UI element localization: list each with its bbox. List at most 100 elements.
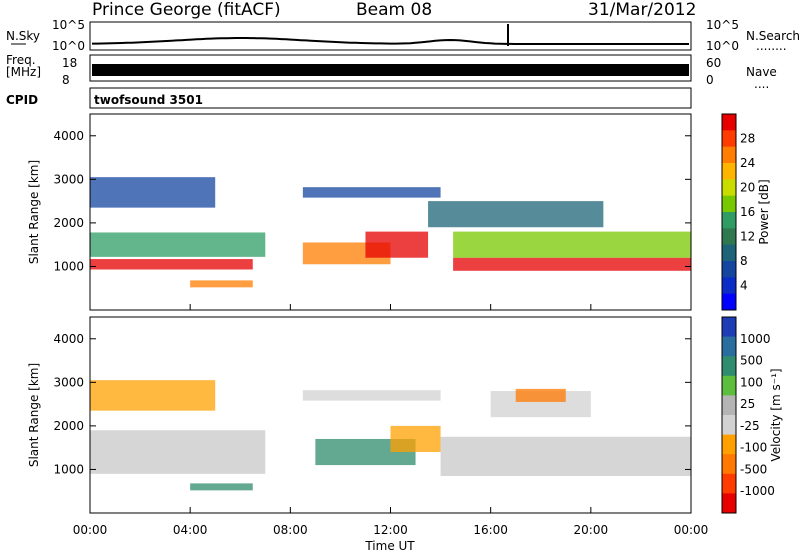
velocity-y-axis-label: Slant Range [km] [27, 363, 41, 467]
cpid-text: twofsound 3501 [94, 93, 203, 107]
velocity-panel-frame [89, 316, 692, 514]
noise-trace [92, 24, 689, 46]
freq-tick-top: 18 [62, 56, 77, 70]
power-axes: 1000 2000 3000 4000 [53, 129, 691, 273]
velocity-colorbar-tick-1: 500 [740, 354, 763, 368]
velocity-colorbar-swatch-1 [722, 336, 736, 357]
noise-tick-bottom-right: 10^0 [706, 39, 739, 53]
time-tick-label-3: 12:00 [373, 523, 408, 537]
velocity-band-1 [90, 380, 216, 411]
velocity-colorbar-tick-3: 25 [740, 397, 755, 411]
velocity-colorbar-swatch-6 [722, 434, 736, 455]
power-colorbar-tick-5: 8 [740, 254, 748, 268]
velocity-colorbar-swatch-9 [722, 493, 736, 514]
power-colorbar-tick-1: 24 [740, 156, 755, 170]
time-axis-label: Time UT [364, 539, 415, 553]
date-title: 31/Mar/2012 [588, 0, 696, 20]
velocity-colorbar-swatch-3 [722, 375, 736, 396]
velocity-colorbar-swatch-0 [722, 317, 736, 338]
power-y-axis-label: Slant Range [km] [27, 160, 41, 264]
nave-label: Nave [746, 65, 777, 79]
beam-title: Beam 08 [356, 0, 432, 20]
power-colorbar-tick-0: 28 [740, 132, 755, 146]
velocity-colorbar-tick-6: -500 [740, 462, 767, 476]
freq-panel-frame [89, 54, 692, 82]
velocity-colorbar-swatch-7 [722, 454, 736, 475]
time-tick-label-4: 16:00 [473, 523, 508, 537]
power-ytick-label-1: 2000 [53, 216, 84, 230]
velocity-band-0 [90, 430, 266, 474]
velocity-ytick-label-2: 3000 [53, 375, 84, 389]
velocity-colorbar-tick-4: -25 [740, 419, 760, 433]
nave-tick-bottom: 0 [706, 73, 714, 87]
power-colorbar-swatch-8 [722, 244, 736, 262]
time-tick-label-0: 00:00 [73, 523, 108, 537]
time-tick-label-5: 20:00 [574, 523, 609, 537]
noise-tick-top-left: 10^5 [52, 18, 85, 32]
velocity-colorbar-tick-7: -1000 [740, 484, 775, 498]
power-band-9 [453, 231, 691, 258]
velocity-colorbar-swatch-2 [722, 356, 736, 377]
velocity-colorbar-swatch-5 [722, 415, 736, 436]
power-band-7 [428, 201, 604, 228]
power-colorbar-swatch-3 [722, 163, 736, 180]
power-colorbar-swatch-10 [722, 277, 736, 295]
time-axis-ticks: 00:00 04:00 08:00 12:00 16:00 20:00 00:00 [73, 304, 709, 537]
velocity-colorbar-frame [721, 316, 737, 514]
power-colorbar-swatch-9 [722, 261, 736, 278]
velocity-colorbar-swatch-4 [722, 395, 736, 416]
velocity-ytick-label-3: 4000 [53, 332, 84, 346]
power-colorbar: 28 24 20 16 12 8 4 [721, 113, 755, 311]
nsky-label: N.Sky [6, 29, 40, 43]
freq-unit-label: [MHz] [6, 65, 41, 79]
velocity-band-8 [515, 388, 566, 402]
power-colorbar-tick-6: 4 [740, 279, 748, 293]
freq-nave-trace [92, 64, 689, 76]
power-ytick-label-3: 4000 [53, 129, 84, 143]
power-ytick-label-2: 3000 [53, 172, 84, 186]
nave-legend-dots: .... [754, 77, 769, 91]
velocity-band-5 [390, 425, 441, 453]
power-band-8 [453, 257, 691, 271]
freq-tick-bottom: 8 [62, 73, 70, 87]
noise-panel-frame [89, 21, 692, 51]
nsearch-legend-dots: ........ [756, 39, 787, 53]
power-colorbar-swatch-5 [722, 195, 736, 213]
power-colorbar-swatch-4 [722, 179, 736, 197]
velocity-colorbar: 1000 500 100 25 -25 -100 -500 -1000 [721, 316, 775, 514]
nsearch-label: N.Search [746, 29, 800, 43]
power-band-6 [365, 231, 429, 258]
power-colorbar-tick-2: 20 [740, 181, 755, 195]
power-ytick-label-0: 1000 [53, 259, 84, 273]
station-title: Prince George (fitACF) [92, 0, 281, 20]
power-band-4 [302, 187, 441, 198]
power-colorbar-swatch-1 [722, 130, 736, 148]
time-tick-label-6: 00:00 [674, 523, 709, 537]
power-colorbar-swatch-6 [722, 212, 736, 229]
power-colorbar-label: Power [dB] [757, 179, 771, 244]
power-band-2 [90, 177, 216, 208]
time-tick-label-2: 08:00 [273, 523, 308, 537]
power-colorbar-swatch-7 [722, 228, 736, 246]
cpid-label: CPID [6, 93, 38, 107]
velocity-band-6 [440, 436, 691, 476]
nave-tick-top: 60 [706, 56, 721, 70]
velocity-ytick-label-1: 2000 [53, 419, 84, 433]
power-colorbar-tick-3: 16 [740, 205, 755, 219]
velocity-colorbar-tick-0: 1000 [740, 332, 771, 346]
power-band-3 [190, 280, 253, 288]
noise-tick-bottom-left: 10^0 [52, 39, 85, 53]
velocity-band-2 [190, 483, 253, 491]
power-colorbar-swatch-0 [722, 114, 736, 131]
power-heatmap-data [90, 177, 691, 288]
noise-tick-top-right: 10^5 [706, 18, 739, 32]
noise-sky-line [92, 37, 689, 45]
velocity-band-3 [302, 390, 441, 401]
velocity-ytick-label-0: 1000 [53, 462, 84, 476]
power-band-0 [90, 259, 253, 270]
cpid-panel-frame [89, 87, 692, 109]
power-colorbar-swatch-11 [722, 293, 736, 311]
power-colorbar-tick-4: 12 [740, 230, 755, 244]
velocity-colorbar-swatch-8 [722, 473, 736, 494]
